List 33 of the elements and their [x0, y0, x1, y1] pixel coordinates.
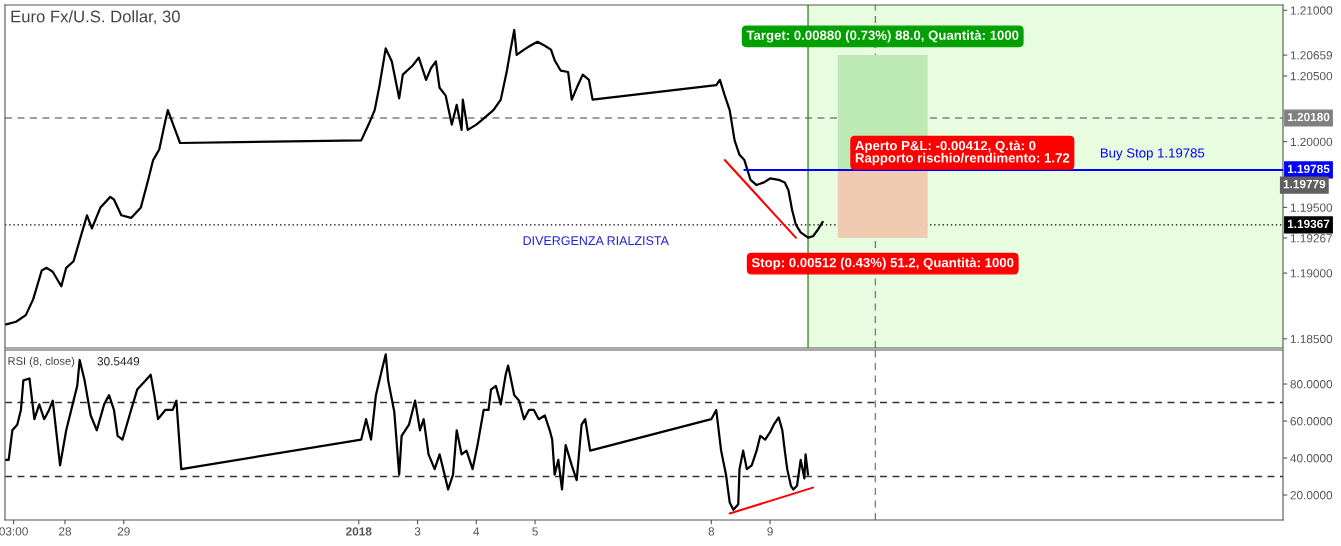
- y-tick-label: 60.0000: [1290, 417, 1333, 426]
- y-tick-label: 1.18500: [1290, 334, 1333, 344]
- text: RSI (8, close): [8, 356, 75, 368]
- y-tick-label: 40.0000: [1290, 454, 1333, 463]
- data-label: 1.19785: [1287, 164, 1330, 174]
- annotation: Aperto P&L: -0.00412, Q.tà: 0 Rapporto rischio/rendimento: 1.72: [855, 140, 1070, 166]
- y-tick-label: 1.20500: [1290, 72, 1333, 81]
- data-label: Stop: 0.00512 (0.43%) 51.2, Quantità: 1000: [751, 257, 1014, 270]
- x-tick-label: 28: [59, 527, 72, 536]
- annotation: DIVERGENZA RIALZISTA: [523, 236, 669, 246]
- y-tick-label: 1.20659: [1290, 51, 1333, 60]
- x-tick-label: 3: [414, 527, 421, 536]
- x-tick-label: 8: [708, 527, 715, 536]
- chart-title: Euro Fx/U.S. Dollar, 30: [11, 10, 180, 25]
- x-tick-label: 29: [117, 527, 130, 536]
- y-tick-label: 1.20000: [1290, 137, 1333, 147]
- y-tick-label: 1.21000: [1290, 6, 1333, 15]
- annotation: 30.5449: [97, 357, 140, 366]
- y-tick-label: 20.0000: [1290, 491, 1333, 500]
- x-tick-label: 03:00: [0, 527, 28, 536]
- series-label: Buy Stop 1.19785: [1100, 148, 1205, 161]
- y-tick-label: 1.19500: [1290, 203, 1333, 212]
- ref-line-label: 1.19367: [1287, 219, 1330, 229]
- y-tick-label: 1.19000: [1290, 269, 1333, 278]
- y-tick-label: 80.0000: [1290, 380, 1333, 389]
- x-tick-label: 2018: [346, 527, 372, 536]
- text: 1.19779: [1283, 179, 1326, 189]
- ref-line-label: 1.20180: [1287, 112, 1330, 122]
- x-tick-label: 5: [532, 527, 538, 536]
- x-tick-label: 9: [767, 527, 773, 536]
- data-label: Target: 0.00880 (0.73%) 88.0, Quantità: 1000: [746, 30, 1019, 43]
- y-tick-label: 1.19267: [1290, 234, 1333, 243]
- x-tick-label: 4: [473, 527, 480, 536]
